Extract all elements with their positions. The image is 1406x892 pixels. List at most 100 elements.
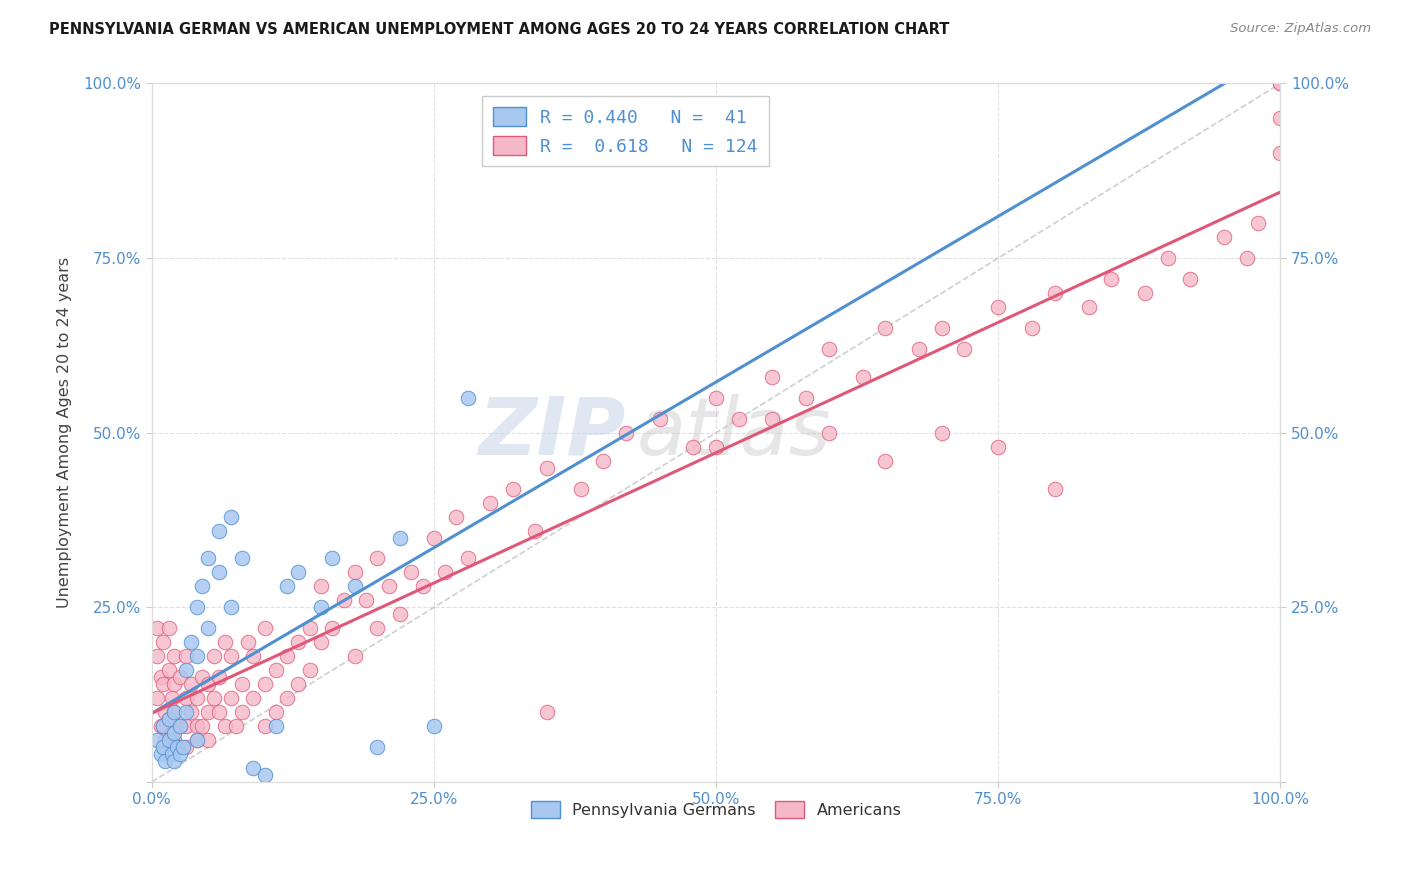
Point (321, 551, 343, 566)
Point (160, 726, 183, 740)
Point (354, 593, 377, 607)
Point (276, 691, 298, 706)
Point (174, 691, 197, 706)
Point (157, 663, 180, 677)
Point (155, 705, 177, 719)
Point (423, 719, 446, 733)
Point (321, 621, 343, 635)
Point (157, 621, 180, 635)
Point (389, 607, 412, 622)
Point (242, 761, 264, 775)
Text: PENNSYLVANIA GERMAN VS AMERICAN UNEMPLOYMENT AMONG AGES 20 TO 24 YEARS CORRELATI: PENNSYLVANIA GERMAN VS AMERICAN UNEMPLOY… (49, 22, 949, 37)
Point (592, 453, 614, 467)
Point (174, 719, 197, 733)
Point (287, 635, 309, 649)
Point (1133, 285, 1156, 300)
Point (818, 425, 841, 440)
Point (231, 551, 253, 566)
Point (174, 705, 197, 719)
Point (208, 705, 231, 719)
Point (219, 509, 242, 524)
Point (253, 719, 276, 733)
Point (146, 733, 169, 747)
Point (908, 342, 931, 356)
Point (298, 621, 321, 635)
Point (931, 425, 953, 440)
Point (479, 495, 502, 509)
Point (1043, 285, 1066, 300)
Point (401, 566, 423, 580)
Point (987, 300, 1010, 314)
Point (446, 509, 468, 524)
Text: atlas: atlas (637, 393, 832, 472)
Point (366, 740, 388, 755)
Point (169, 719, 191, 733)
Point (169, 740, 191, 755)
Point (332, 593, 354, 607)
Point (704, 391, 727, 405)
Point (146, 691, 169, 706)
Point (219, 649, 242, 664)
Point (214, 719, 236, 733)
Point (502, 482, 524, 496)
Point (208, 566, 231, 580)
Point (186, 733, 208, 747)
Point (287, 677, 309, 691)
Point (727, 411, 749, 425)
Point (264, 705, 287, 719)
Point (1270, 77, 1292, 91)
Point (197, 621, 219, 635)
Point (536, 460, 558, 475)
Point (309, 579, 332, 593)
Point (242, 649, 264, 664)
Point (875, 453, 897, 467)
Point (174, 740, 197, 755)
Point (682, 440, 704, 454)
Point (1247, 216, 1270, 230)
Point (197, 677, 219, 691)
Point (423, 531, 446, 545)
Point (931, 321, 953, 335)
Point (276, 649, 298, 664)
Point (152, 677, 174, 691)
Point (343, 579, 366, 593)
Point (163, 733, 186, 747)
Point (366, 551, 388, 566)
Point (457, 551, 479, 566)
Point (231, 705, 253, 719)
Point (180, 635, 202, 649)
Point (264, 719, 287, 733)
Point (157, 733, 180, 747)
Point (169, 719, 191, 733)
Point (412, 579, 434, 593)
Point (457, 391, 479, 405)
Point (191, 579, 214, 593)
Point (1270, 146, 1292, 161)
Point (987, 440, 1010, 454)
Point (180, 677, 202, 691)
Point (163, 705, 186, 719)
Point (343, 649, 366, 664)
Point (264, 663, 287, 677)
Point (163, 726, 186, 740)
Point (174, 649, 197, 664)
Point (197, 733, 219, 747)
Point (1156, 251, 1178, 265)
Point (157, 712, 180, 726)
Point (172, 740, 194, 755)
Point (214, 635, 236, 649)
Point (761, 411, 783, 425)
Point (197, 705, 219, 719)
Point (276, 579, 298, 593)
Point (1099, 272, 1122, 286)
Point (149, 747, 172, 761)
Point (191, 670, 214, 684)
Point (253, 768, 276, 782)
Point (1270, 112, 1292, 126)
Point (186, 719, 208, 733)
Point (253, 621, 276, 635)
Point (704, 440, 727, 454)
Point (146, 621, 169, 635)
Point (180, 705, 202, 719)
Point (149, 670, 172, 684)
